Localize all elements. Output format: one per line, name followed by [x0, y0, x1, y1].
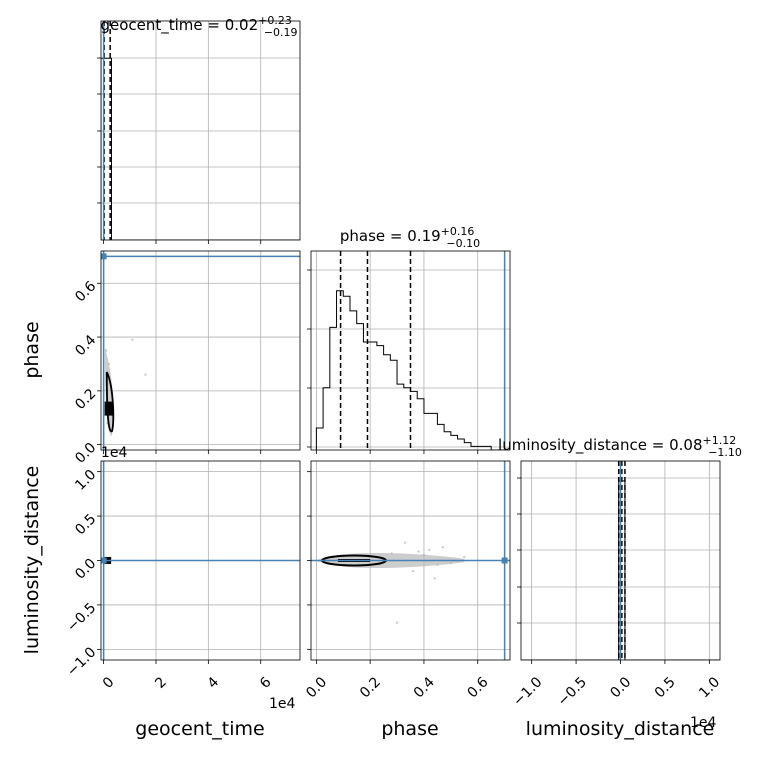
xlabel-phase: phase [381, 718, 438, 740]
panel-phase-hist [311, 251, 510, 450]
title-luminosity-distance: luminosity_distance = 0.08+1.12 −1.10 [498, 434, 742, 459]
xtick-ld-label: 0.5 [652, 674, 679, 701]
scatter-point [417, 550, 420, 553]
scatter-point [441, 545, 444, 549]
ytick-phase-label: 0.6 [72, 278, 99, 305]
xtick-ld-label: 1.0 [696, 674, 723, 701]
hist-phase [315, 290, 505, 450]
truth-marker [101, 557, 107, 564]
xtick-phase-label: 0.6 [465, 674, 492, 701]
xlabel-luminosity-distance: luminosity_distance [526, 718, 715, 740]
density-core [104, 401, 113, 416]
frame-phase-hist [310, 250, 511, 451]
ylabel-phase: phase [21, 321, 43, 378]
panel-ld-hist [521, 461, 720, 660]
scatter-point [411, 569, 415, 573]
xtick-geocent-time-label: 4 [205, 674, 223, 692]
title-luminosity-distance-lower-error: −1.10 [708, 446, 742, 459]
truth-marker [501, 557, 508, 564]
frame-phase-vs-geocent-time [100, 250, 301, 451]
title-phase: phase = 0.19+0.16 −0.10 [340, 225, 480, 250]
xlabel-geocent-time: geocent_time [135, 718, 264, 740]
title-geocent-time-upper-error: +0.23 [258, 14, 292, 27]
title-phase-value: phase = 0.19 [340, 227, 441, 245]
panel-phase-vs-geocent-time [101, 251, 300, 450]
ytick-phase-label: 0.0 [72, 440, 99, 467]
panel-ld-vs-geocent-time [101, 461, 300, 660]
ytick-ld-label: 0.0 [72, 556, 99, 583]
ytick-ld-label: −1.0 [64, 644, 99, 679]
scatter-point [463, 555, 466, 559]
title-geocent-time: geocent_time = 0.02+0.23 −0.19 [100, 14, 297, 39]
truth-marker [101, 253, 107, 260]
offset-label-ld-x: 1e4 [690, 715, 717, 731]
scatter-point [144, 373, 147, 376]
xtick-ld-label: −1.0 [510, 674, 545, 709]
panel-ld-vs-phase [311, 461, 510, 660]
xtick-geocent-time-label: 6 [257, 674, 275, 692]
scatter-point [395, 621, 399, 624]
ytick-ld-label: 0.5 [72, 511, 99, 538]
offset-label-geocent-time-x: 1e4 [269, 696, 296, 712]
title-luminosity-distance-upper-error: +1.12 [703, 434, 737, 447]
title-geocent-time-value: geocent_time = 0.02 [100, 16, 258, 35]
scatter-point [433, 577, 436, 580]
title-phase-lower-error: −0.10 [446, 237, 480, 250]
xtick-phase-label: 0.4 [411, 674, 438, 701]
scatter-point [428, 548, 431, 552]
xtick-phase-label: 0.2 [357, 674, 384, 701]
title-geocent-time-lower-error: −0.19 [264, 26, 298, 39]
density-contour [105, 371, 115, 433]
xtick-ld-label: −0.5 [555, 674, 590, 709]
ytick-ld-label: −0.5 [64, 600, 99, 635]
title-luminosity-distance-value: luminosity_distance = 0.08 [498, 436, 702, 455]
scatter-point [403, 541, 407, 544]
hist-geocent-time [101, 57, 300, 240]
xtick-phase-label: 0.0 [303, 674, 330, 701]
xtick-geocent-time-label: 0 [100, 674, 118, 692]
xtick-geocent-time-label: 2 [152, 674, 170, 692]
offset-label-ld-y: 1e4 [101, 445, 128, 461]
ytick-ld-label: 1.0 [72, 467, 99, 494]
ytick-phase-label: 0.2 [72, 386, 99, 413]
ylabel-luminosity-distance: luminosity_distance [21, 466, 43, 655]
title-phase-upper-error: +0.16 [441, 225, 475, 238]
frame-geocent-time-hist [100, 20, 301, 241]
scatter-point [131, 338, 134, 341]
xtick-ld-label: 0.0 [607, 674, 634, 701]
ytick-phase-label: 0.4 [72, 332, 99, 359]
panel-geocent-time-hist [101, 21, 300, 240]
